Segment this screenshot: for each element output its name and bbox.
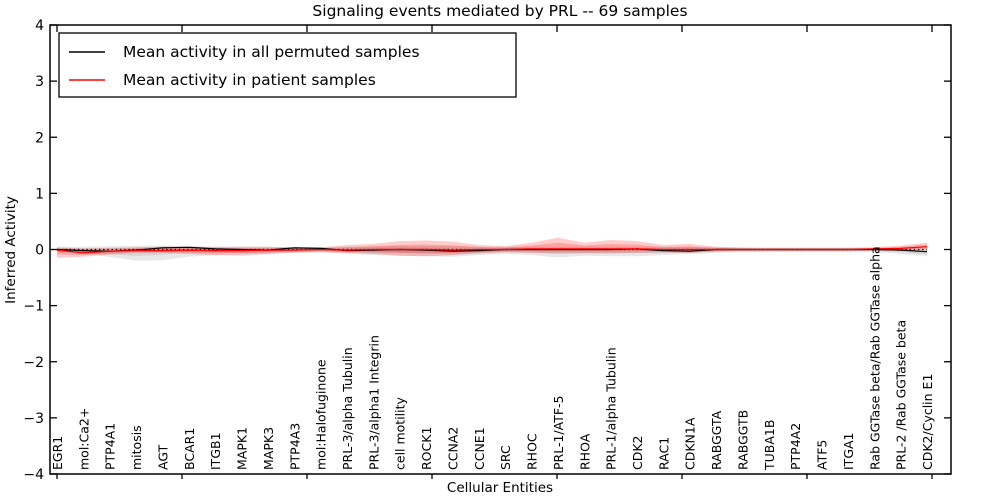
entity-label: ITGA1 — [841, 432, 856, 470]
entity-label: PRL-3/alpha1 Integrin — [366, 335, 381, 470]
y-tick-label: 2 — [35, 130, 44, 146]
y-tick-label: −3 — [23, 411, 44, 427]
entity-label: RHOC — [525, 433, 540, 470]
entity-label: cell motility — [393, 396, 408, 470]
y-tick-label: −4 — [23, 467, 44, 483]
entity-label: CCNA2 — [446, 427, 461, 470]
entity-label: RHOA — [577, 433, 592, 470]
line-layer — [56, 246, 928, 254]
entity-label: RAC1 — [656, 437, 671, 470]
entity-label: PRL-2 /Rab GGTase beta — [894, 320, 909, 470]
entity-label: ROCK1 — [419, 427, 434, 470]
entity-label: CCNE1 — [472, 427, 487, 470]
entity-label: CDK2/Cyclin E1 — [920, 374, 935, 470]
category-label-layer: EGR1 mol:Ca2+ PTP4A1 mitosis AGT BCAR1 ITGB1 MA… — [50, 246, 935, 471]
entity-label: mitosis — [129, 425, 144, 470]
tick-layer: 4 3 2 1 0 −1 −2 −3 −4 — [23, 18, 951, 483]
y-axis-label: Inferred Activity — [3, 196, 19, 304]
entity-label: TUBA1B — [762, 420, 777, 471]
entity-label: PTP4A3 — [287, 423, 302, 470]
y-tick-label: −1 — [23, 299, 44, 315]
entity-label: Rab GGTase beta/Rab GGTase alpha — [867, 246, 882, 470]
entity-label: SRC — [498, 445, 513, 470]
entity-label: PTP4A1 — [103, 423, 118, 470]
entity-label: BCAR1 — [182, 428, 197, 470]
legend-patient-label: Mean activity in patient samples — [123, 71, 376, 89]
chart-title: Signaling events mediated by PRL -- 69 s… — [312, 2, 687, 20]
entity-label: CDK2 — [630, 435, 645, 470]
legend-permuted-label: Mean activity in all permuted samples — [123, 43, 420, 61]
y-tick-label: 4 — [35, 18, 44, 34]
entity-label: EGR1 — [50, 436, 65, 470]
legend: Mean activity in all permuted samples Me… — [58, 32, 517, 98]
entity-label: MAPK1 — [235, 427, 250, 470]
y-tick-label: −2 — [23, 355, 44, 371]
entity-label: mol:Halofuginone — [314, 359, 329, 470]
entity-label: RABGGTB — [736, 410, 751, 470]
y-tick-label: 3 — [35, 74, 44, 90]
entity-label: PTP4A2 — [788, 423, 803, 470]
entity-label: mol:Ca2+ — [76, 408, 91, 470]
entity-label: CDKN1A — [683, 417, 698, 470]
y-tick-label: 1 — [35, 186, 44, 202]
entity-label: PRL-1/ATF-5 — [551, 395, 566, 470]
patient-samples-range-outer — [57, 237, 927, 258]
y-tick-label: 0 — [35, 243, 44, 259]
entity-label: AGT — [156, 444, 171, 470]
patient-mean-line — [56, 246, 928, 254]
entity-label: ITGB1 — [208, 432, 223, 470]
x-axis-label: Cellular Entities — [447, 480, 553, 496]
entity-label: PRL-1/alpha Tubulin — [604, 347, 619, 470]
entity-label: ATF5 — [815, 440, 830, 470]
entity-label: RABGGTA — [709, 410, 724, 470]
legend-box — [58, 32, 517, 98]
entity-label: MAPK3 — [261, 427, 276, 470]
entity-label: PRL-3/alpha Tubulin — [340, 347, 355, 470]
